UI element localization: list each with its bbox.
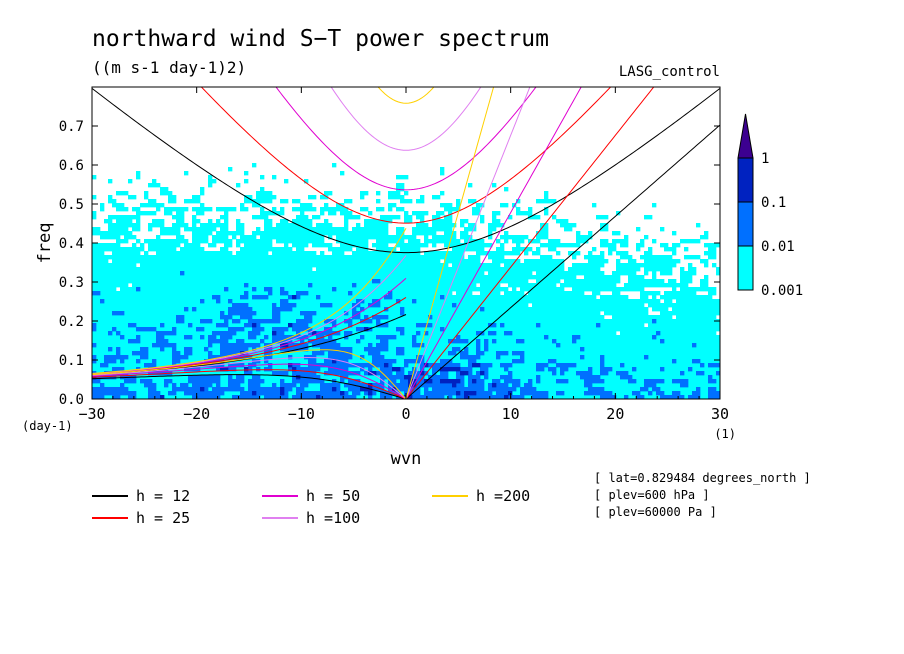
y-tick-label: 0.7 — [59, 119, 84, 135]
curve-h-100-ig-n1 — [330, 87, 482, 151]
colorbar-label-1: 1 — [761, 151, 769, 167]
y-axis-label: freq — [35, 223, 55, 264]
colorbar-swatch-0.01 — [737, 201, 754, 247]
power-heatmap — [92, 163, 720, 399]
heatmap-level-0.001 — [92, 163, 720, 399]
y-tick-label: 0.4 — [59, 236, 84, 252]
legend-label-h-100: h =100 — [306, 509, 360, 527]
y-tick-label: 0.5 — [59, 197, 84, 213]
curve-h-200-kelvin — [405, 87, 495, 399]
chart-units: ((m s-1 day-1)2) — [92, 58, 246, 77]
y-axis: 0.0 0.1 0.2 0.3 0.4 0.5 0.6 0.7 — [59, 119, 720, 408]
curve-h-200 — [92, 87, 495, 399]
curve-h-100-rossby-n1 — [92, 357, 407, 399]
chart-title: northward wind S−T power spectrum — [92, 26, 549, 52]
legend-label-h-12: h = 12 — [136, 487, 190, 505]
x-tick-label: 10 — [502, 405, 520, 423]
y-tick-label: 0.2 — [59, 314, 84, 330]
y-tick-label: 0.3 — [59, 275, 84, 291]
curve-h-200-mrg — [92, 227, 407, 375]
x-tick-label: −20 — [183, 405, 210, 423]
curve-h-50-rossby-n1 — [92, 363, 407, 399]
run-label: LASG_control — [619, 64, 720, 80]
colorbar: 0.001 0.01 0.1 1 — [737, 113, 803, 299]
annotation-line: [ lat=0.829484 degrees_north ] — [594, 471, 811, 485]
y-tick-label: 0.0 — [59, 392, 84, 408]
curve-h-100-kelvin — [405, 87, 531, 399]
colorbar-label-0.001: 0.001 — [761, 283, 803, 299]
legend-label-h-25: h = 25 — [136, 509, 190, 527]
annotation-line: [ plev=600 hPa ] — [594, 488, 710, 502]
y-tick-label: 0.1 — [59, 353, 84, 369]
colorbar-label-0.01: 0.01 — [761, 239, 795, 255]
x-axis: −30 −20 −10 0 10 20 30 — [78, 87, 729, 423]
annotation-line: [ plev=60000 Pa ] — [594, 505, 717, 519]
curve-h-25-rossby-n1 — [92, 369, 407, 399]
curve-h-12-rossby-n1 — [92, 374, 407, 399]
curve-h-25-kelvin — [405, 87, 655, 399]
curve-h-12-ig-n1 — [92, 87, 720, 254]
heatmap-level-0.01 — [92, 271, 720, 399]
curve-h-12-kelvin — [405, 124, 720, 399]
x-tick-label: −30 — [78, 405, 105, 423]
colorbar-swatch-0.1 — [737, 157, 754, 203]
colorbar-top-triangle — [737, 113, 754, 159]
legend-label-h-50: h = 50 — [306, 487, 360, 505]
y-axis-unit: (day-1) — [22, 419, 73, 433]
legend-label-h-200: h =200 — [476, 487, 530, 505]
annotations: [ lat=0.829484 degrees_north ] [ plev=600… — [594, 471, 811, 519]
x-tick-label: 20 — [606, 405, 624, 423]
x-tick-label: −10 — [288, 405, 315, 423]
curve-h-25-ig-n1 — [200, 87, 612, 224]
x-tick-label: 0 — [401, 405, 410, 423]
colorbar-swatch-0.001 — [737, 245, 754, 291]
curve-h-50-kelvin — [405, 87, 582, 399]
legend: h = 12 h = 25 h = 50 h =100 h =200 — [92, 487, 530, 527]
colorbar-label-0.1: 0.1 — [761, 195, 786, 211]
dispersion-curves — [92, 87, 720, 399]
x-axis-unit: (1) — [714, 427, 736, 441]
curve-h-200-ig-n1 — [377, 87, 435, 104]
curve-h-200-rossby-n1 — [92, 349, 407, 399]
x-axis-label: wvn — [391, 449, 422, 469]
curve-h-50-ig-n1 — [275, 87, 537, 191]
y-tick-label: 0.6 — [59, 158, 84, 174]
x-tick-label: 30 — [711, 405, 729, 423]
